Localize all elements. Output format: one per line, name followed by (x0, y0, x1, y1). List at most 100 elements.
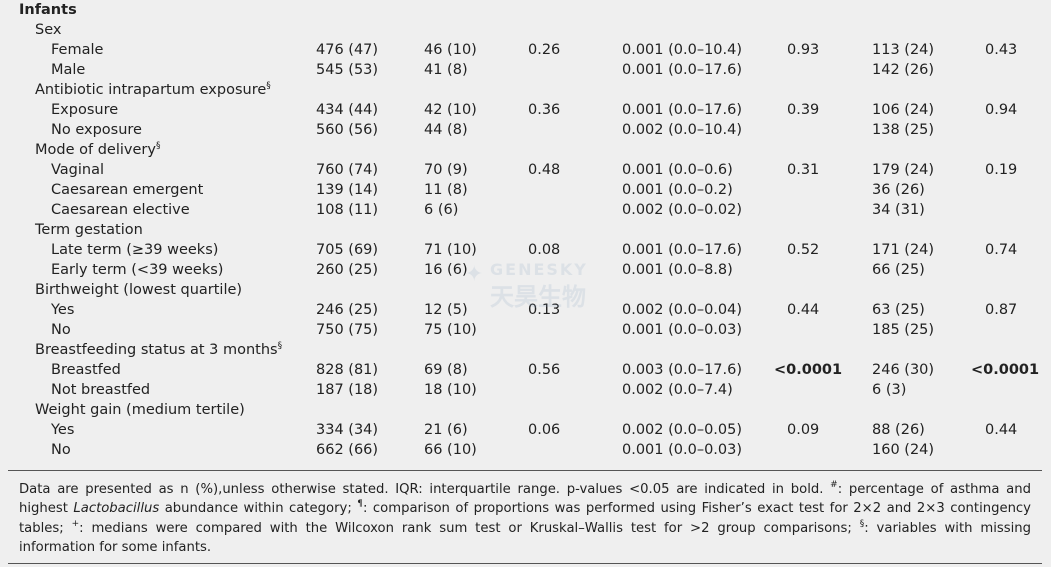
cell-c4: 0.002 (0.0–7.4) (622, 382, 733, 398)
footnote-sup-section: § (859, 518, 865, 529)
row-label: Caesarean elective (51, 200, 190, 220)
cell-c2: 44 (8) (424, 122, 468, 138)
label-text: Late term (≥39 weeks) (51, 242, 219, 258)
cell-c1: 260 (25) (316, 262, 379, 278)
group-row: Term gestation (0, 220, 1051, 240)
cell-c1: 334 (34) (316, 422, 379, 438)
group-label: Antibiotic intrapartum exposure§ (35, 80, 271, 100)
footnote-text-4: : comparison of proportions was performe… (19, 501, 1031, 536)
cell-c6: 106 (24) (872, 102, 935, 118)
label-text: Male (51, 62, 86, 78)
cell-c6: 179 (24) (872, 162, 935, 178)
label-superscript: § (266, 81, 271, 91)
cell-c6: 36 (26) (872, 182, 925, 198)
cell-c7: 0.44 (985, 422, 1018, 438)
cell-c4: 0.002 (0.0–0.02) (622, 202, 743, 218)
row-label: Male (51, 60, 85, 80)
table-row: Exposure 434 (44) 42 (10) 0.36 0.001 (0.0–17… (0, 100, 1051, 120)
footnote-text-1: Data are presented as n (%),unless other… (19, 482, 831, 497)
cell-c1: 246 (25) (316, 302, 379, 318)
cell-c1: 476 (47) (316, 42, 379, 58)
row-label: Yes (51, 300, 74, 320)
cell-c6: 185 (25) (872, 322, 935, 338)
label-text: Birthweight (lowest quartile) (35, 282, 243, 298)
cell-c1: 760 (74) (316, 162, 379, 178)
cell-c4: 0.001 (0.0–17.6) (622, 102, 743, 118)
table-bottom-rule (8, 470, 1042, 471)
section-header-row: Infants (0, 0, 1051, 20)
group-label: Term gestation (35, 220, 143, 240)
cell-c2: 71 (10) (424, 242, 477, 258)
section-title: Infants (19, 2, 77, 18)
cell-c5: <0.0001 (774, 362, 843, 378)
row-label: Vaginal (51, 160, 104, 180)
cell-c4: 0.001 (0.0–0.6) (622, 162, 733, 178)
group-row: Antibiotic intrapartum exposure§ (0, 80, 1051, 100)
cell-c6: 63 (25) (872, 302, 925, 318)
label-text: Yes (51, 302, 75, 318)
group-label: Sex (35, 20, 61, 40)
footnote-sup-pilcrow: ¶ (357, 499, 363, 510)
cell-c4: 0.003 (0.0–17.6) (622, 362, 743, 378)
cell-c6: 113 (24) (872, 42, 935, 58)
table-row: Breastfed 828 (81) 69 (8) 0.56 0.003 (0.0–17… (0, 360, 1051, 380)
cell-c4: 0.001 (0.0–10.4) (622, 42, 743, 58)
table-row: No 662 (66) 66 (10) 0.001 (0.0–0.03) 160 (24… (0, 440, 1051, 460)
cell-c1: 187 (18) (316, 382, 379, 398)
cell-c1: 560 (56) (316, 122, 379, 138)
table-row: Male 545 (53) 41 (8) 0.001 (0.0–17.6) 142 (2… (0, 60, 1051, 80)
cell-c1: 434 (44) (316, 102, 379, 118)
label-text: Not breastfed (51, 382, 151, 398)
row-label: No (51, 440, 71, 460)
table-row: Not breastfed 187 (18) 18 (10) 0.002 (0.0–7… (0, 380, 1051, 400)
label-text: No exposure (51, 122, 142, 138)
cell-c2: 12 (5) (424, 302, 468, 318)
cell-c3: 0.06 (528, 422, 561, 438)
cell-c1: 108 (11) (316, 202, 379, 218)
cell-c7: 0.43 (985, 42, 1018, 58)
group-label: Weight gain (medium tertile) (35, 400, 245, 420)
group-label: Mode of delivery§ (35, 140, 160, 160)
cell-c2: 46 (10) (424, 42, 477, 58)
table-row: Female 476 (47) 46 (10) 0.26 0.001 (0.0–10.4… (0, 40, 1051, 60)
table-row: Caesarean elective 108 (11) 6 (6) 0.002 (0.… (0, 200, 1051, 220)
cell-c4: 0.001 (0.0–8.8) (622, 262, 733, 278)
cell-c5: 0.39 (787, 102, 820, 118)
group-row: Sex (0, 20, 1051, 40)
cell-c5: 0.31 (787, 162, 820, 178)
cell-c2: 75 (10) (424, 322, 477, 338)
cell-c3: 0.08 (528, 242, 561, 258)
cell-c3: 0.26 (528, 42, 561, 58)
label-superscript: § (155, 141, 161, 151)
cell-c3: 0.56 (528, 362, 561, 378)
table-row: No exposure 560 (56) 44 (8) 0.002 (0.0–10.4… (0, 120, 1051, 140)
row-label: Early term (<39 weeks) (51, 260, 223, 280)
group-row: Birthweight (lowest quartile) (0, 280, 1051, 300)
cell-c6: 138 (25) (872, 122, 935, 138)
label-text: Term gestation (35, 222, 143, 238)
cell-c6: 142 (26) (872, 62, 935, 78)
group-label: Breastfeeding status at 3 months§ (35, 340, 282, 360)
cell-c6: 160 (24) (872, 442, 935, 458)
cell-c5: 0.44 (787, 302, 820, 318)
cell-c4: 0.002 (0.0–0.05) (622, 422, 743, 438)
cell-c7: 0.87 (985, 302, 1018, 318)
label-text: Antibiotic intrapartum exposure (35, 82, 267, 98)
footnote-genus: Lactobacillus (73, 501, 160, 517)
cell-c6: 6 (3) (872, 382, 907, 398)
cell-c2: 21 (6) (424, 422, 468, 438)
cell-c2: 11 (8) (424, 182, 468, 198)
label-text: No (51, 442, 71, 458)
table-row: Caesarean emergent 139 (14) 11 (8) 0.001 (0… (0, 180, 1051, 200)
label-superscript: § (277, 341, 283, 351)
cell-c6: 66 (25) (872, 262, 925, 278)
cell-c2: 66 (10) (424, 442, 477, 458)
cell-c5: 0.09 (787, 422, 820, 438)
cell-c3: 0.48 (528, 162, 561, 178)
cell-c1: 750 (75) (316, 322, 379, 338)
row-label: Female (51, 40, 103, 60)
cell-c2: 70 (9) (424, 162, 468, 178)
cell-c4: 0.002 (0.0–10.4) (622, 122, 743, 138)
table-row: Late term (≥39 weeks) 705 (69) 71 (10) 0.08… (0, 240, 1051, 260)
cell-c2: 6 (6) (424, 202, 459, 218)
